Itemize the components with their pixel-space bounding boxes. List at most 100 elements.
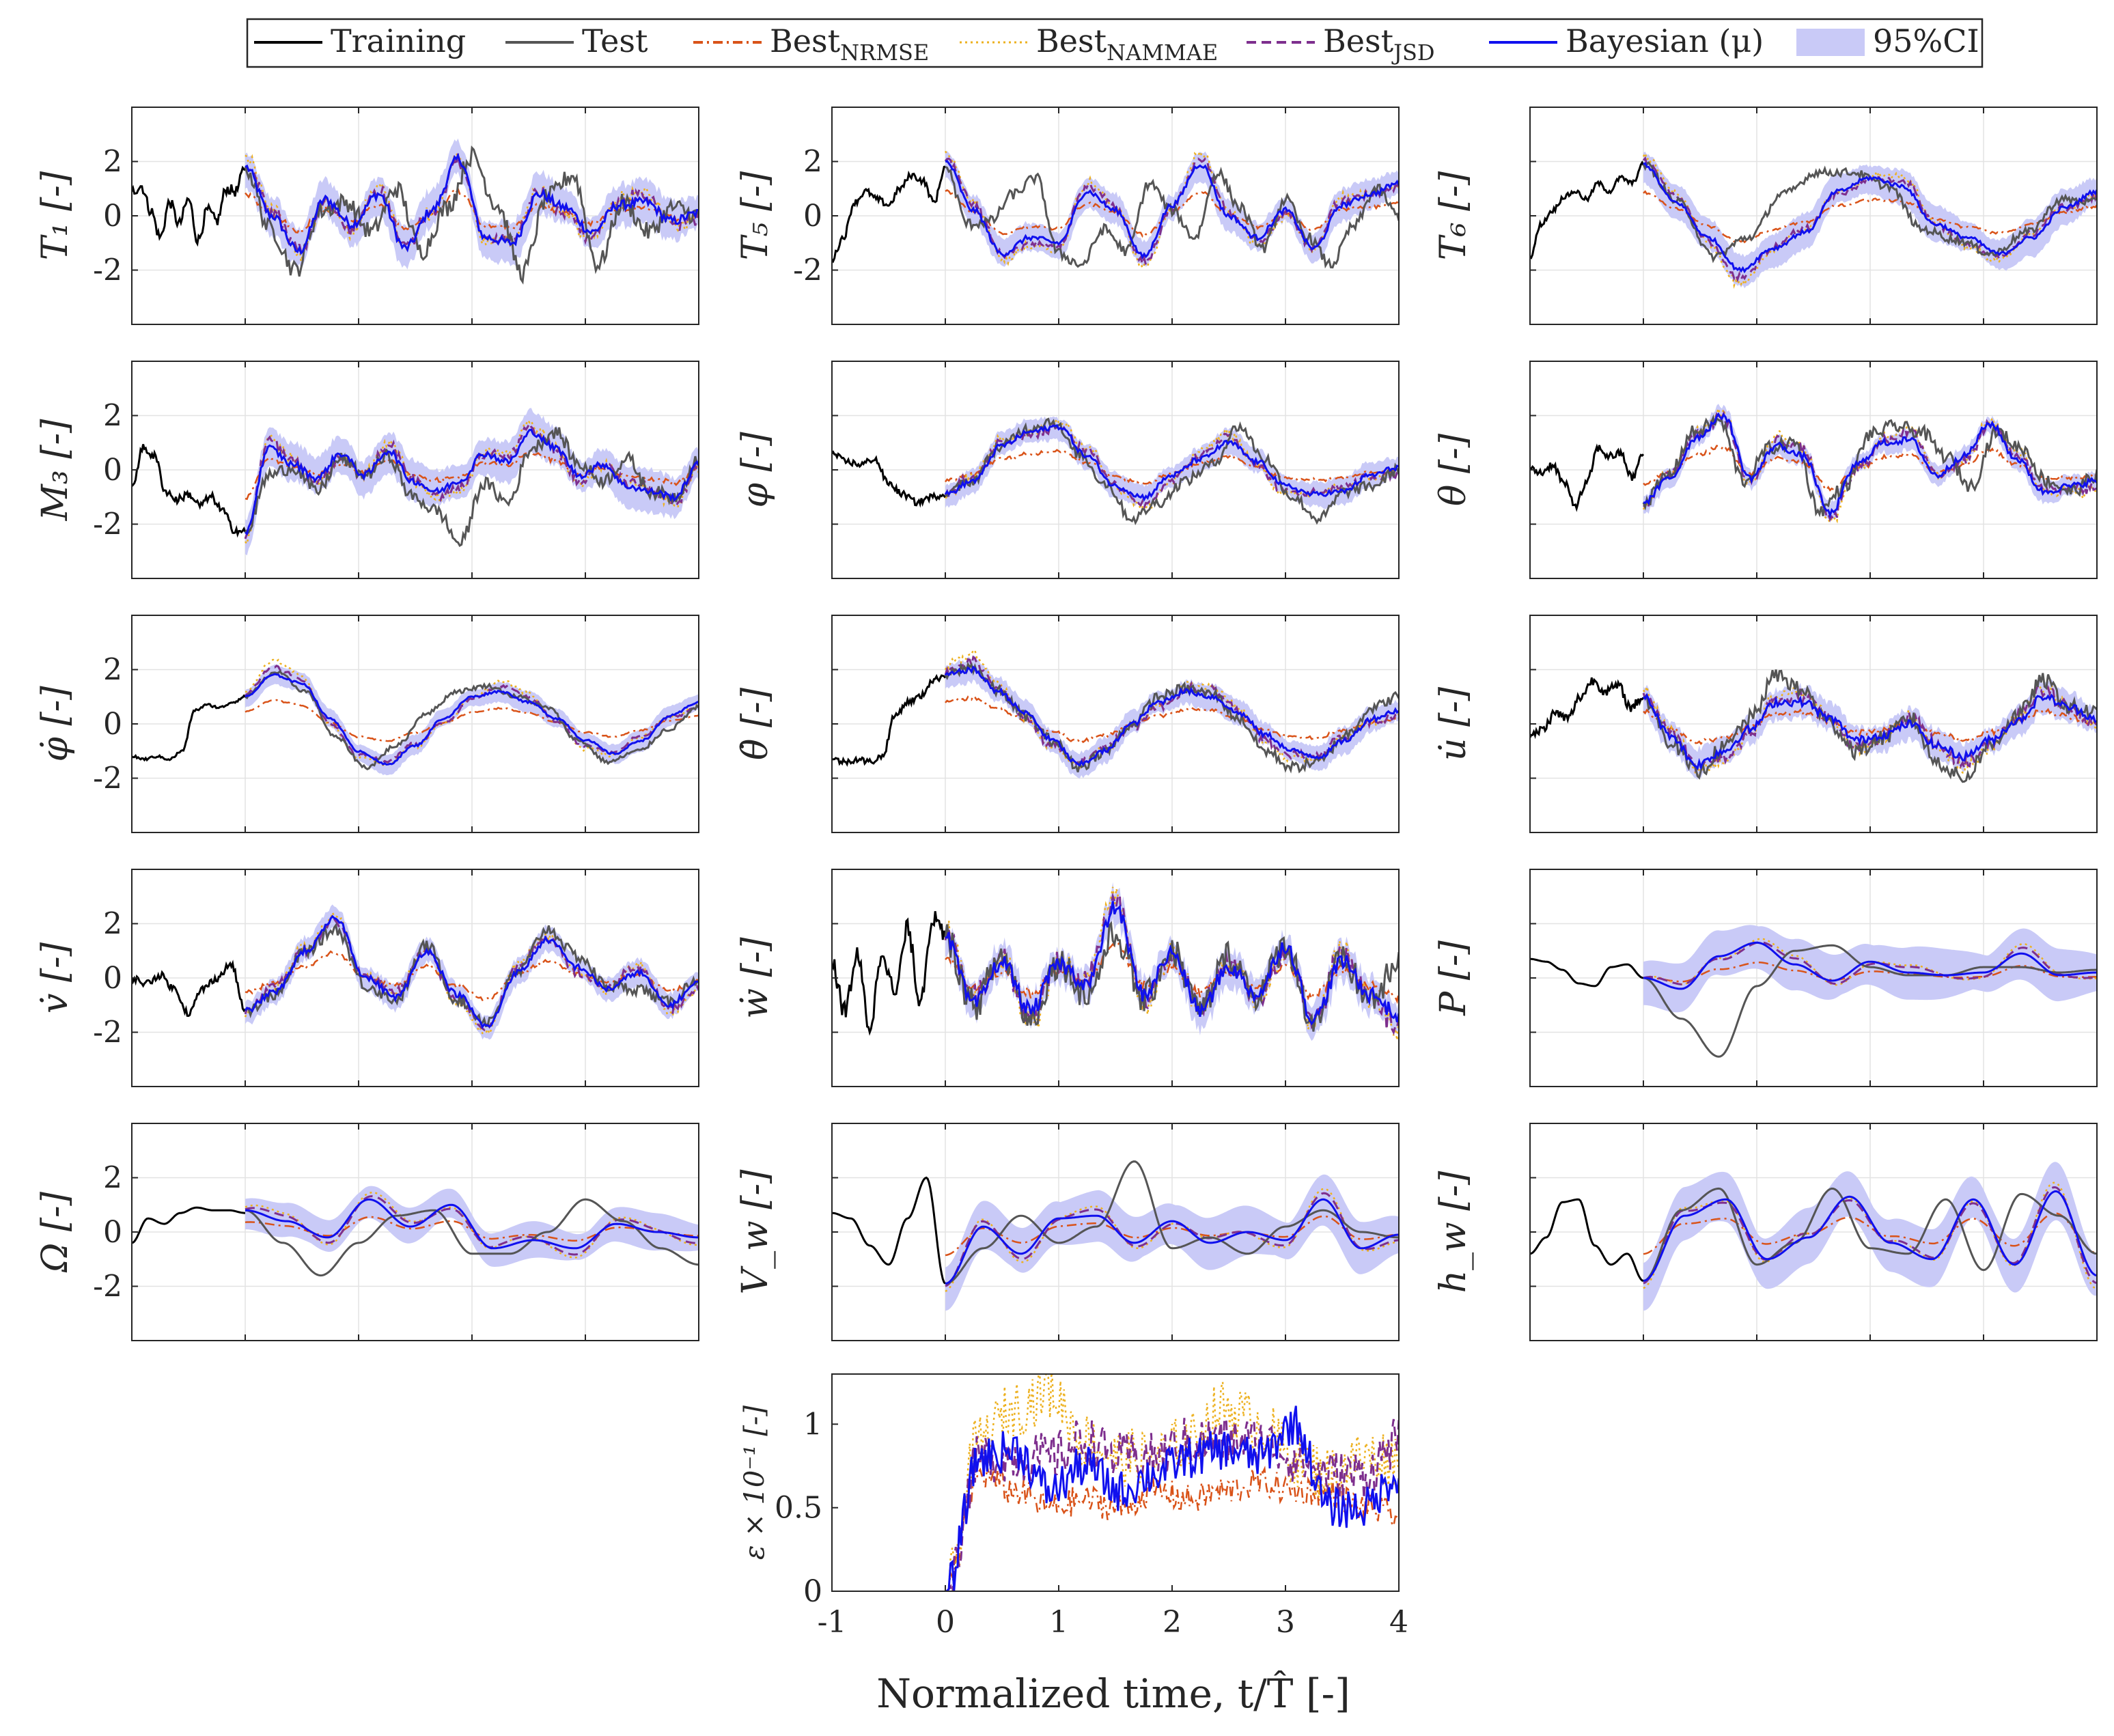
test-line [1642, 414, 2097, 518]
plot-area [132, 658, 699, 776]
bayes-line [244, 914, 699, 1029]
test-line [1643, 944, 2097, 1058]
error-axes-frame [831, 1373, 1400, 1592]
bayes-line [945, 901, 1399, 1026]
y-tick-label: 0 [103, 961, 122, 996]
bayes-line [245, 428, 699, 535]
y-tick-label: -2 [93, 1270, 122, 1304]
bayes-line [945, 1198, 1399, 1285]
error-y-tick-label: 1 [803, 1407, 822, 1442]
plot-area [832, 882, 1399, 1041]
nrmse-line [945, 695, 1399, 744]
y-tick-label: -2 [793, 253, 822, 288]
panel-vdot: 2 0 -2 v̇ [-] [35, 869, 699, 1087]
jsd-line [1643, 941, 2097, 986]
legend-sub-jsd: JSD [1391, 40, 1434, 66]
training-line [132, 694, 247, 762]
nrmse-line [944, 449, 1399, 485]
panel-M3: 2 0 -2 M₃ [-] [35, 361, 699, 579]
plot-area [832, 149, 1399, 270]
y-tick-label: -2 [93, 253, 122, 288]
y-axis-label: T₆ [-] [1433, 171, 1474, 260]
bayes-line [1642, 692, 2097, 771]
y-axis-label: M₃ [-] [35, 419, 76, 521]
nrmse-line [1643, 1212, 2097, 1255]
x-tick-label: 1 [1049, 1605, 1068, 1640]
bayes-line [944, 665, 1399, 767]
training-line [832, 165, 946, 264]
panels: 2 0 -2 T₁ [-] 2 0 -2 T₅ [-] T₆ [-] 2 0 -2 M₃ [-] φ [-… [35, 107, 2098, 1341]
plot-area [132, 904, 699, 1040]
y-axis-label: P [-] [1433, 940, 1474, 1016]
panel-phidot: 2 0 -2 φ̇ [-] [35, 615, 699, 833]
bayes-line [945, 160, 1399, 260]
jsd-line [944, 421, 1399, 512]
y-axis-label: v̇ [-] [35, 942, 76, 1013]
nammae-line [245, 152, 699, 262]
y-tick-label: 2 [103, 907, 122, 942]
y-tick-label: 2 [103, 653, 122, 688]
y-axis-label: u̇ [-] [1433, 686, 1474, 761]
training-line [132, 444, 247, 538]
panel-phi: φ [-] [735, 361, 1400, 579]
legend-sub-nammae: NAMMAE [1107, 40, 1218, 66]
test-line [245, 669, 699, 771]
y-tick-label: -2 [93, 1016, 122, 1050]
training-line [1530, 1198, 1644, 1282]
y-axis-label: ẇ [-] [735, 937, 776, 1019]
y-tick-label: -2 [93, 507, 122, 542]
training-line [132, 960, 247, 1018]
y-axis-label: θ̇ [-] [735, 687, 776, 760]
nammae-line [944, 149, 1399, 270]
x-tick-label: 0 [936, 1605, 955, 1640]
plot-area [1530, 404, 2097, 524]
bayes-line [1643, 941, 2097, 990]
test-line [1643, 669, 2097, 783]
error-panel: 00.51-1 0 1 2 3 4ε × 10⁻¹ [-] [739, 1373, 1408, 1640]
ci-band [1643, 1162, 2097, 1311]
panel-hw: h_w [-] [1433, 1123, 2098, 1341]
error-nammae-line [945, 1374, 1399, 1591]
plot-area [832, 649, 1399, 779]
panel-wdot: ẇ [-] [735, 869, 1400, 1087]
bayes-line [944, 423, 1399, 502]
error-nrmse-line [945, 1465, 1399, 1591]
panel-udot: u̇ [-] [1433, 615, 2098, 833]
y-tick-label: 2 [803, 145, 822, 180]
plot-area [1530, 925, 2097, 1058]
x-tick-label: -1 [818, 1605, 847, 1640]
plot-area [832, 416, 1399, 526]
plot-area [1530, 150, 2097, 289]
plot-area [132, 138, 699, 285]
bayes-line [1643, 1190, 2097, 1282]
y-tick-label: 2 [103, 399, 122, 434]
error-plot-area [945, 1374, 1399, 1591]
test-line [245, 1198, 699, 1277]
training-line [1530, 957, 1644, 988]
jsd-line [245, 664, 699, 764]
ci-band [245, 664, 699, 776]
x-tick-label: 4 [1389, 1605, 1408, 1640]
y-axis-label: θ [-] [1433, 433, 1474, 506]
jsd-line [945, 1192, 1399, 1287]
y-tick-label: 0 [803, 199, 822, 234]
y-axis-label: φ̇ [-] [35, 686, 76, 762]
legend-label-bayes: Bayesian (μ) [1566, 23, 1764, 59]
training-line [1530, 160, 1645, 260]
panel-P: P [-] [1433, 869, 2098, 1087]
x-tick-label: 2 [1163, 1605, 1182, 1640]
plot-area [1530, 1162, 2097, 1311]
panel-T6: T₆ [-] [1433, 107, 2098, 325]
y-tick-label: 2 [103, 145, 122, 180]
training-line [132, 165, 246, 247]
panel-Omega: 2 0 -2 Ω [-] [35, 1123, 699, 1341]
nrmse-line [1643, 190, 2097, 244]
test-line [944, 661, 1399, 774]
nammae-line [945, 1188, 1399, 1292]
plot-area [132, 408, 699, 556]
jsd-line [245, 1195, 699, 1256]
legend-label-ci: 95%CI [1873, 23, 1979, 59]
test-line [945, 1160, 1399, 1285]
y-axis-label: Ω [-] [35, 1191, 76, 1273]
training-line [832, 450, 947, 508]
